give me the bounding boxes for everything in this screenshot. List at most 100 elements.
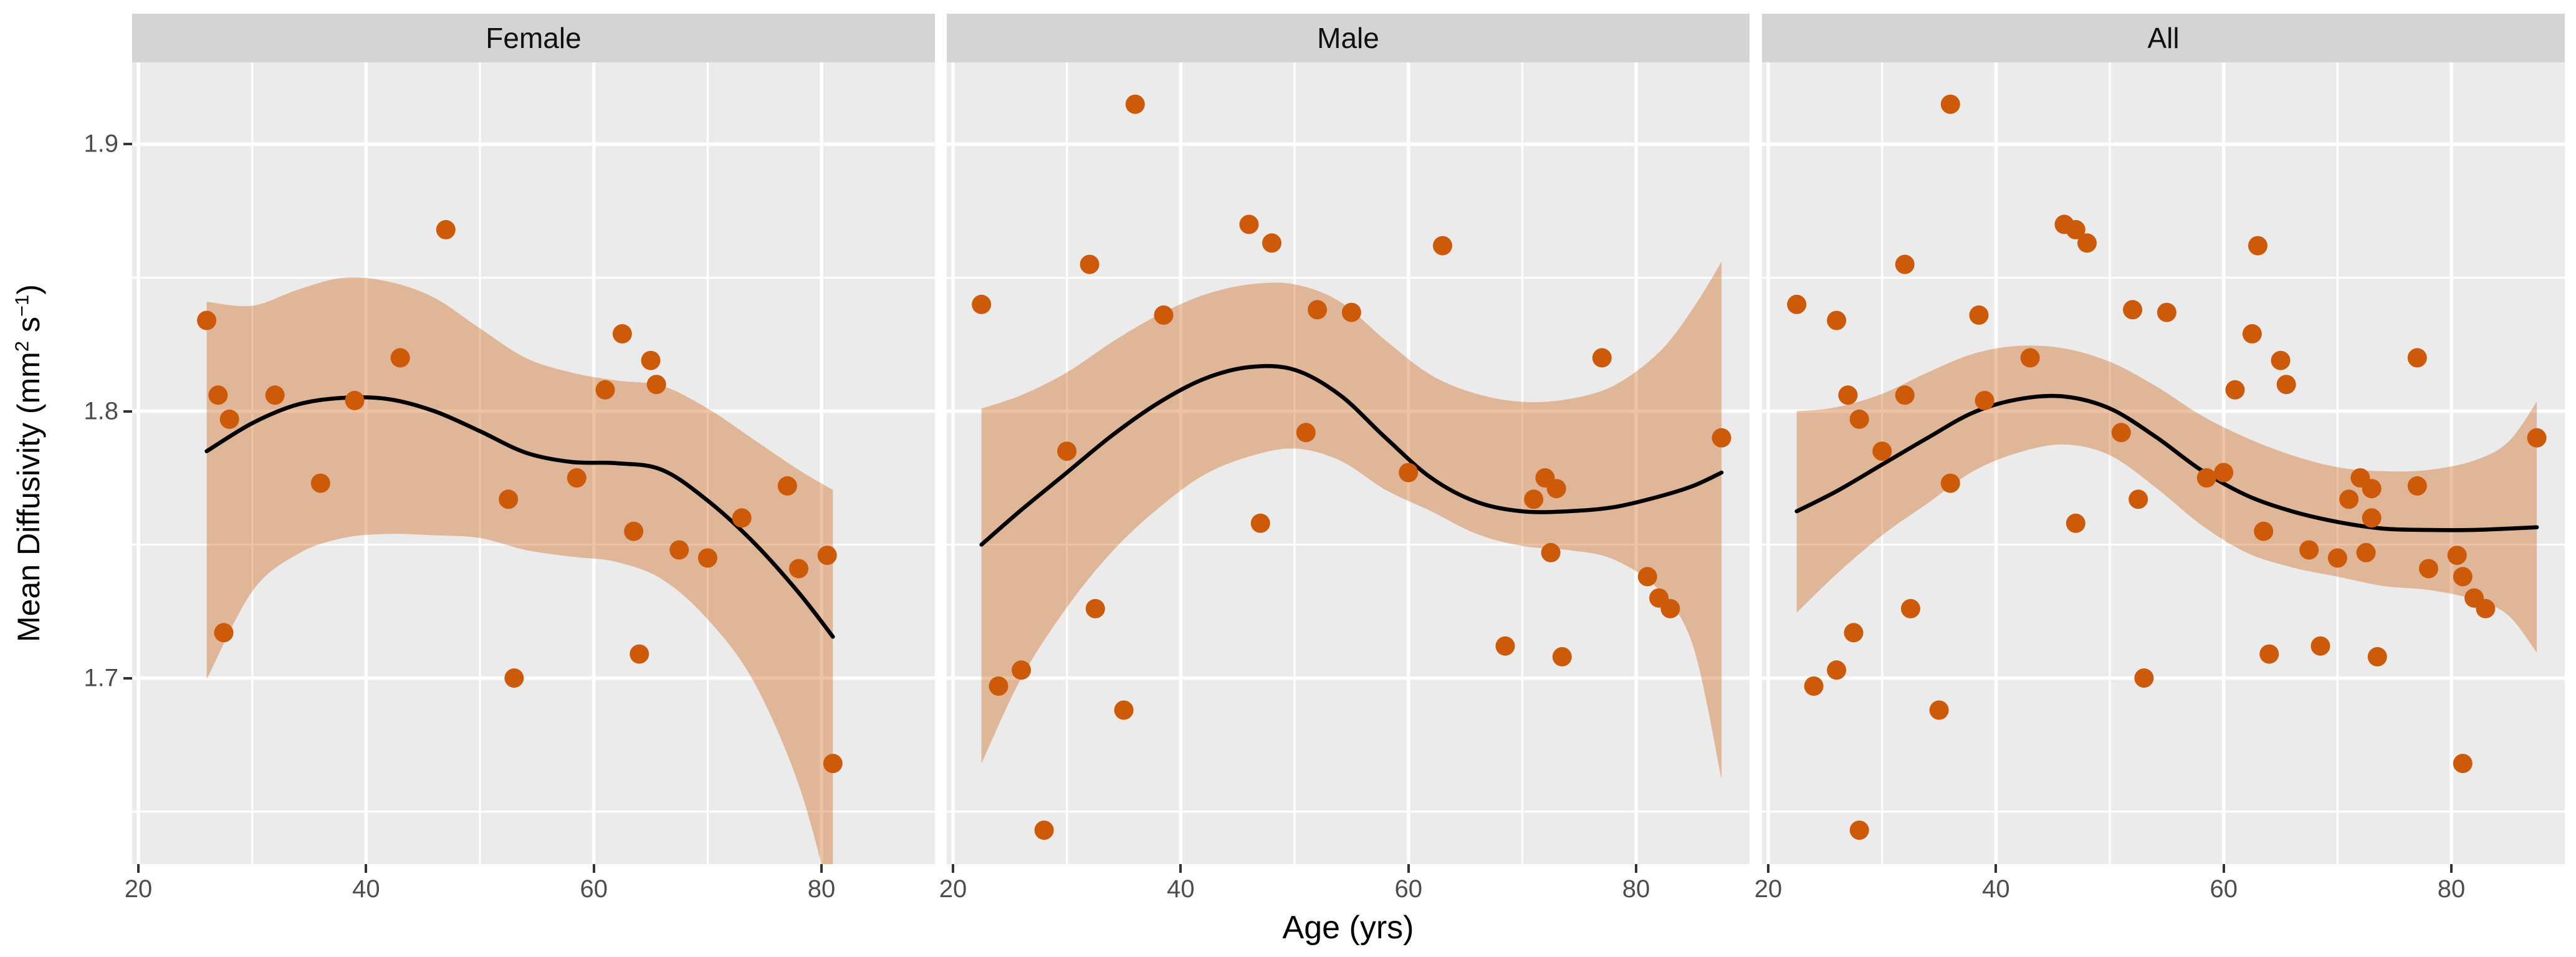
data-point xyxy=(1154,305,1174,325)
data-point xyxy=(2476,599,2496,618)
data-point xyxy=(2248,236,2267,256)
data-point xyxy=(1895,385,1915,405)
data-point xyxy=(1057,441,1077,461)
data-point xyxy=(208,385,228,405)
data-point xyxy=(2077,233,2097,253)
data-point xyxy=(1012,660,1032,680)
x-tick-label: 80 xyxy=(2437,875,2466,903)
data-point xyxy=(2356,542,2376,562)
y-title-sup-minus1: −1 xyxy=(11,294,33,317)
data-point xyxy=(1125,94,1145,114)
panel-canvas xyxy=(947,62,1750,864)
x-tick-mark xyxy=(2222,864,2225,873)
y-title-mid: s xyxy=(11,317,46,341)
data-point xyxy=(1895,254,1915,274)
data-point xyxy=(499,489,519,509)
data-point xyxy=(1804,676,1824,696)
data-point xyxy=(2134,668,2154,688)
x-tick-mark xyxy=(1179,864,1182,873)
y-tick-mark xyxy=(123,143,132,146)
data-point xyxy=(646,375,666,395)
data-point xyxy=(2367,647,2387,666)
data-point xyxy=(2299,540,2319,560)
data-point xyxy=(669,540,689,560)
data-point xyxy=(1712,428,1731,448)
data-point xyxy=(2327,548,2347,568)
data-point xyxy=(2214,463,2234,483)
data-point xyxy=(1085,599,1105,618)
facet-label-all: All xyxy=(2147,22,2180,54)
data-point xyxy=(310,473,330,493)
x-tick-mark xyxy=(1767,864,1770,873)
data-point xyxy=(1827,310,1847,330)
data-point xyxy=(732,508,752,528)
data-point xyxy=(2527,428,2547,448)
data-point xyxy=(2254,521,2274,541)
data-point xyxy=(1114,700,1134,720)
data-point xyxy=(1827,660,1847,680)
y-tick-label: 1.9 xyxy=(84,130,118,158)
data-point xyxy=(2362,479,2382,499)
x-tick-mark xyxy=(592,864,595,873)
data-point xyxy=(2276,375,2296,395)
data-point xyxy=(1541,542,1561,562)
x-tick-mark xyxy=(365,864,368,873)
x-tick-label: 80 xyxy=(1622,875,1650,903)
data-point xyxy=(641,350,661,370)
data-point xyxy=(2157,302,2176,322)
panel-background xyxy=(132,62,935,864)
data-point xyxy=(1250,513,1270,533)
data-point xyxy=(1637,567,1657,587)
data-point xyxy=(1308,300,1328,320)
x-tick-label: 60 xyxy=(580,875,608,903)
facet-label-male: Male xyxy=(1317,22,1379,54)
data-point xyxy=(1239,214,1259,234)
panel-male xyxy=(947,62,1750,864)
data-point xyxy=(2054,214,2074,234)
data-point xyxy=(2407,476,2427,496)
smooth-line xyxy=(979,363,1724,547)
data-point xyxy=(1495,636,1515,656)
x-axis-title-text: Age (yrs) xyxy=(1282,910,1414,946)
data-point xyxy=(345,390,365,410)
data-point xyxy=(1975,390,1994,410)
data-point xyxy=(1929,700,1949,720)
data-point xyxy=(1080,254,1099,274)
data-point xyxy=(612,324,632,344)
data-point xyxy=(1940,473,1960,493)
x-tick-label: 60 xyxy=(1394,875,1422,903)
smooth-line xyxy=(204,395,835,639)
x-tick-label: 20 xyxy=(124,875,153,903)
data-point xyxy=(265,385,285,405)
data-point xyxy=(1969,305,1989,325)
data-point xyxy=(1660,599,1680,618)
data-point xyxy=(777,476,797,496)
confidence-ribbon xyxy=(981,261,1722,780)
data-point xyxy=(697,548,717,568)
data-point xyxy=(1546,479,1566,499)
data-point xyxy=(390,348,410,368)
panel-canvas xyxy=(1762,62,2565,864)
data-point xyxy=(436,219,456,239)
panel-canvas xyxy=(132,62,935,864)
data-point xyxy=(2447,546,2467,565)
data-point xyxy=(972,294,992,314)
data-point xyxy=(823,754,843,774)
data-point xyxy=(2453,567,2473,587)
x-tick-mark xyxy=(2450,864,2453,873)
x-tick-label: 20 xyxy=(1754,875,1783,903)
panel-background xyxy=(1762,62,2565,864)
data-point xyxy=(630,644,649,664)
facet-label-female: Female xyxy=(486,22,582,54)
data-point xyxy=(2111,423,2131,443)
y-title-post: ) xyxy=(11,284,46,295)
y-title-sup2: 2 xyxy=(11,340,33,352)
data-point xyxy=(2020,348,2040,368)
x-tick-label: 40 xyxy=(352,875,380,903)
data-point xyxy=(1433,236,1452,256)
x-tick-mark xyxy=(137,864,140,873)
x-tick-mark xyxy=(1635,864,1638,873)
data-point xyxy=(2259,644,2279,664)
data-point xyxy=(1900,599,1920,618)
